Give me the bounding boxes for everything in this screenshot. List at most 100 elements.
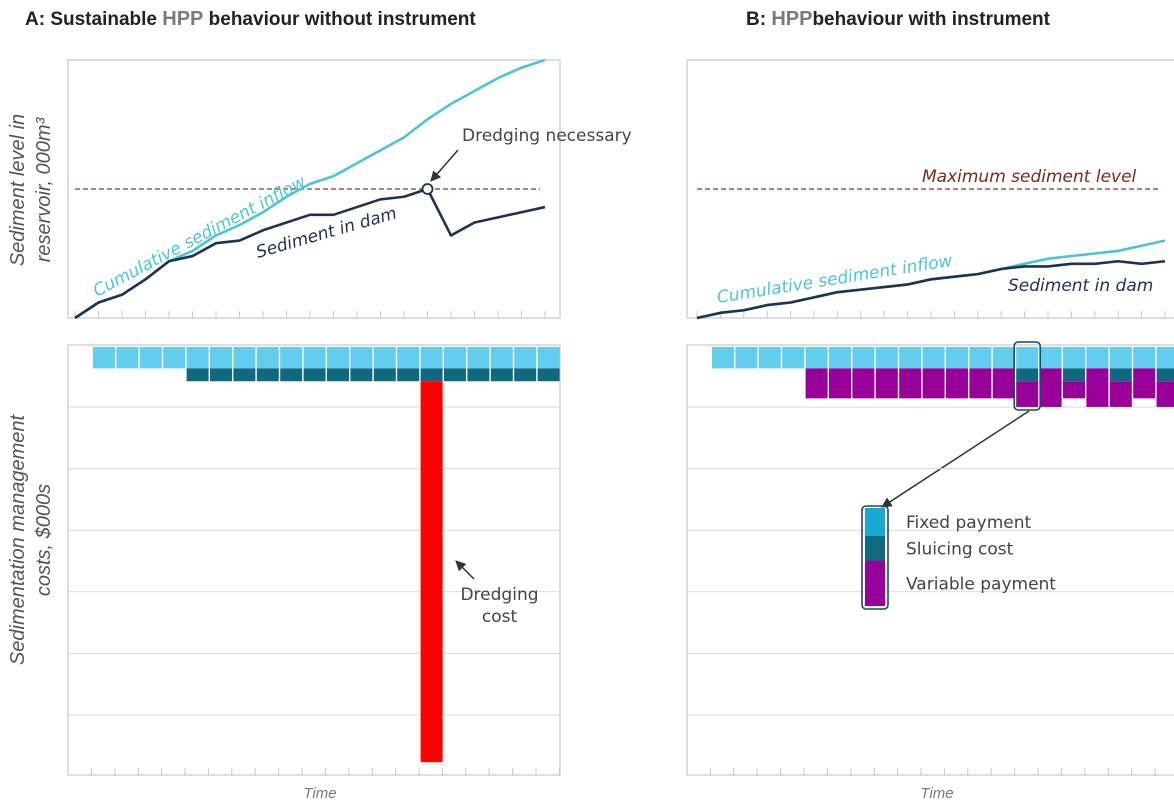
series-label: Sediment in dam (1008, 276, 1153, 296)
bar-segment (420, 347, 443, 369)
legend-label: Variable payment (906, 575, 1056, 595)
bar-segment (514, 347, 537, 369)
highlight (1013, 341, 1042, 411)
bar-segment (1109, 381, 1132, 407)
bar-segment (116, 347, 139, 369)
bar-segment (467, 368, 490, 382)
bar-segment (490, 368, 513, 382)
bar-segment (303, 347, 326, 369)
bar-segment (829, 347, 851, 369)
bar-segment (210, 368, 232, 382)
legend-label: Sluicing cost (906, 540, 1014, 560)
x-axis-title: Time (303, 785, 336, 802)
bar-segment (992, 347, 1015, 369)
legend-swatch (865, 536, 885, 561)
bar-segment (444, 347, 466, 369)
plot-frame (686, 344, 1174, 776)
bar-segment (1156, 347, 1174, 369)
bar-segment (992, 368, 1015, 399)
bar-segment (735, 347, 758, 369)
bar-segment (186, 347, 209, 369)
y-axis-title: Sediment level in reservoir, 000m³ (7, 113, 55, 267)
annotation-arrow (430, 149, 459, 182)
bar-segment (1063, 368, 1085, 382)
annotation: Dredging cost (460, 585, 539, 627)
bar-segment (1133, 368, 1156, 399)
bar-segment (899, 347, 922, 369)
bar-segment (1086, 347, 1109, 369)
bar-segment (514, 368, 537, 382)
panel-title: A: Sustainable HPP behaviour without ins… (25, 8, 476, 30)
bar-segment (922, 368, 945, 399)
bar-segment (537, 347, 560, 369)
bar-segment (1086, 368, 1109, 407)
legend-label: Fixed payment (906, 513, 1032, 533)
plot-frame (67, 344, 561, 776)
series-label: Sediment in dam (254, 204, 399, 263)
bar-segment (233, 347, 256, 369)
series-line (696, 259, 1166, 320)
bar-segment (946, 347, 968, 369)
series-label: Cumulative sediment inflow (716, 251, 954, 308)
bar-segment (829, 368, 851, 399)
legend-swatch (865, 508, 885, 536)
title-part: behaviour with instrument (812, 9, 1050, 30)
bar-segment (946, 368, 968, 399)
bar-segment (782, 347, 805, 369)
bar-segment (922, 347, 945, 369)
bar-segment (397, 368, 420, 382)
legend-arrow (881, 410, 1030, 508)
title-part: behaviour without instrument (203, 9, 476, 30)
bar-segment (444, 368, 466, 382)
bar-segment (712, 347, 734, 369)
annotation: Dredging necessary (462, 126, 632, 146)
bar-segment (327, 347, 349, 369)
bar-segment (852, 347, 875, 369)
bar-segment (467, 347, 490, 369)
bar-segment (1156, 368, 1174, 382)
bar-segment (373, 347, 396, 369)
bar-segment (875, 347, 898, 369)
bar-segment (1133, 347, 1156, 369)
bar-segment (350, 368, 373, 382)
annotation-arrow (455, 560, 475, 580)
bar-segment (93, 347, 115, 369)
bar-segment (537, 368, 560, 382)
bar-segment (1063, 381, 1085, 399)
bar-segment (139, 347, 162, 369)
bar-segment (327, 368, 349, 382)
title-part: HPP (771, 8, 812, 30)
bar-segment (969, 368, 992, 399)
title-part: HPP (162, 8, 203, 30)
bar-segment (1156, 381, 1174, 407)
bar-segment (1016, 368, 1039, 382)
bar-segment (397, 347, 420, 369)
bar-segment (899, 368, 922, 399)
bar-segment (373, 368, 396, 382)
panel-title: B: HPPbehaviour with instrument (746, 8, 1051, 30)
bar-segment (1109, 347, 1132, 369)
bar-segment (303, 368, 326, 382)
bar-segment (210, 347, 232, 369)
plot-frame (67, 59, 561, 319)
bar-segment (1039, 368, 1062, 407)
bar-segment (875, 368, 898, 399)
title-part: A: Sustainable (25, 9, 162, 30)
bar-segment (969, 347, 992, 369)
bar-segment (420, 381, 443, 763)
bar-segment (805, 368, 828, 399)
plot-frame (686, 59, 1174, 319)
bar-segment (186, 368, 209, 382)
bar-segment (490, 347, 513, 369)
bar-segment (350, 347, 373, 369)
y-axis-title: Sedimentation management costs, $000s (7, 414, 55, 666)
bar-segment (805, 347, 828, 369)
bar-segment (852, 368, 875, 399)
bar-segment (256, 347, 279, 369)
bar-segment (1039, 347, 1062, 369)
x-axis-title: Time (920, 785, 953, 802)
bar-segment (1016, 381, 1039, 407)
series-line (74, 187, 546, 320)
